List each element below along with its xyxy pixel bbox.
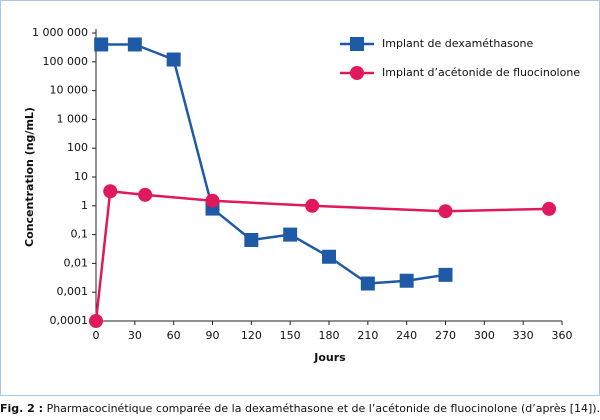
x-tick-label: 210 — [357, 329, 378, 342]
data-point — [244, 232, 259, 247]
x-tick-label: 30 — [128, 329, 142, 342]
caption: Fig. 2 : Pharmacocinétique comparée de l… — [0, 402, 600, 415]
legend-label: Implant d’acétonide de fluocinolone — [382, 66, 580, 79]
data-point — [305, 198, 320, 213]
data-point — [103, 184, 118, 199]
data-point — [283, 227, 298, 242]
x-tick-label: 0 — [93, 329, 100, 342]
legend-marker — [350, 37, 364, 51]
x-tick-label: 300 — [474, 329, 495, 342]
y-tick-label: 0,0001 — [50, 314, 89, 327]
caption-label: Fig. 2 : — [0, 402, 44, 415]
caption-text: Pharmacocinétique comparée de la dexamét… — [46, 402, 600, 415]
x-tick-label: 120 — [241, 329, 262, 342]
y-tick-label: 1 000 — [57, 112, 89, 125]
y-tick-label: 0,001 — [57, 285, 89, 298]
y-axis-title: Concentration (ng/mL) — [23, 107, 36, 247]
data-point — [89, 314, 103, 328]
data-point — [166, 52, 181, 67]
x-tick-label: 90 — [206, 329, 220, 342]
x-tick-label: 150 — [280, 329, 301, 342]
data-point — [127, 37, 142, 52]
legend-marker — [350, 66, 364, 80]
x-tick-label: 180 — [319, 329, 340, 342]
legend-label: Implant de dexaméthasone — [382, 37, 534, 50]
x-tick-label: 330 — [513, 329, 534, 342]
x-tick-label: 60 — [167, 329, 181, 342]
data-point — [322, 249, 336, 264]
x-tick-label: 240 — [396, 329, 417, 342]
y-tick-label: 0,1 — [71, 228, 89, 241]
y-tick-label: 100 000 — [43, 55, 89, 68]
data-point — [438, 204, 453, 219]
y-tick-label: 0,01 — [64, 256, 89, 269]
x-tick-label: 360 — [552, 329, 573, 342]
chart: Jours Concentration (ng/mL) 0,0001 0,001 0… — [0, 0, 600, 396]
y-tick-label: 10 — [74, 170, 88, 183]
y-tick-label: 10 000 — [50, 84, 89, 97]
y-tick-label: 1 — [81, 199, 88, 212]
data-point — [360, 276, 375, 291]
series-line — [101, 43, 446, 285]
x-tick-label: 270 — [435, 329, 456, 342]
data-point — [542, 201, 557, 216]
y-tick-label: 1 000 000 — [32, 26, 88, 39]
data-point — [399, 273, 414, 288]
y-tick-label: 100 — [67, 141, 88, 154]
x-axis-title: Jours — [313, 351, 346, 364]
data-point — [138, 187, 153, 202]
data-point — [438, 267, 453, 282]
data-point — [205, 193, 220, 208]
data-point — [94, 37, 109, 52]
